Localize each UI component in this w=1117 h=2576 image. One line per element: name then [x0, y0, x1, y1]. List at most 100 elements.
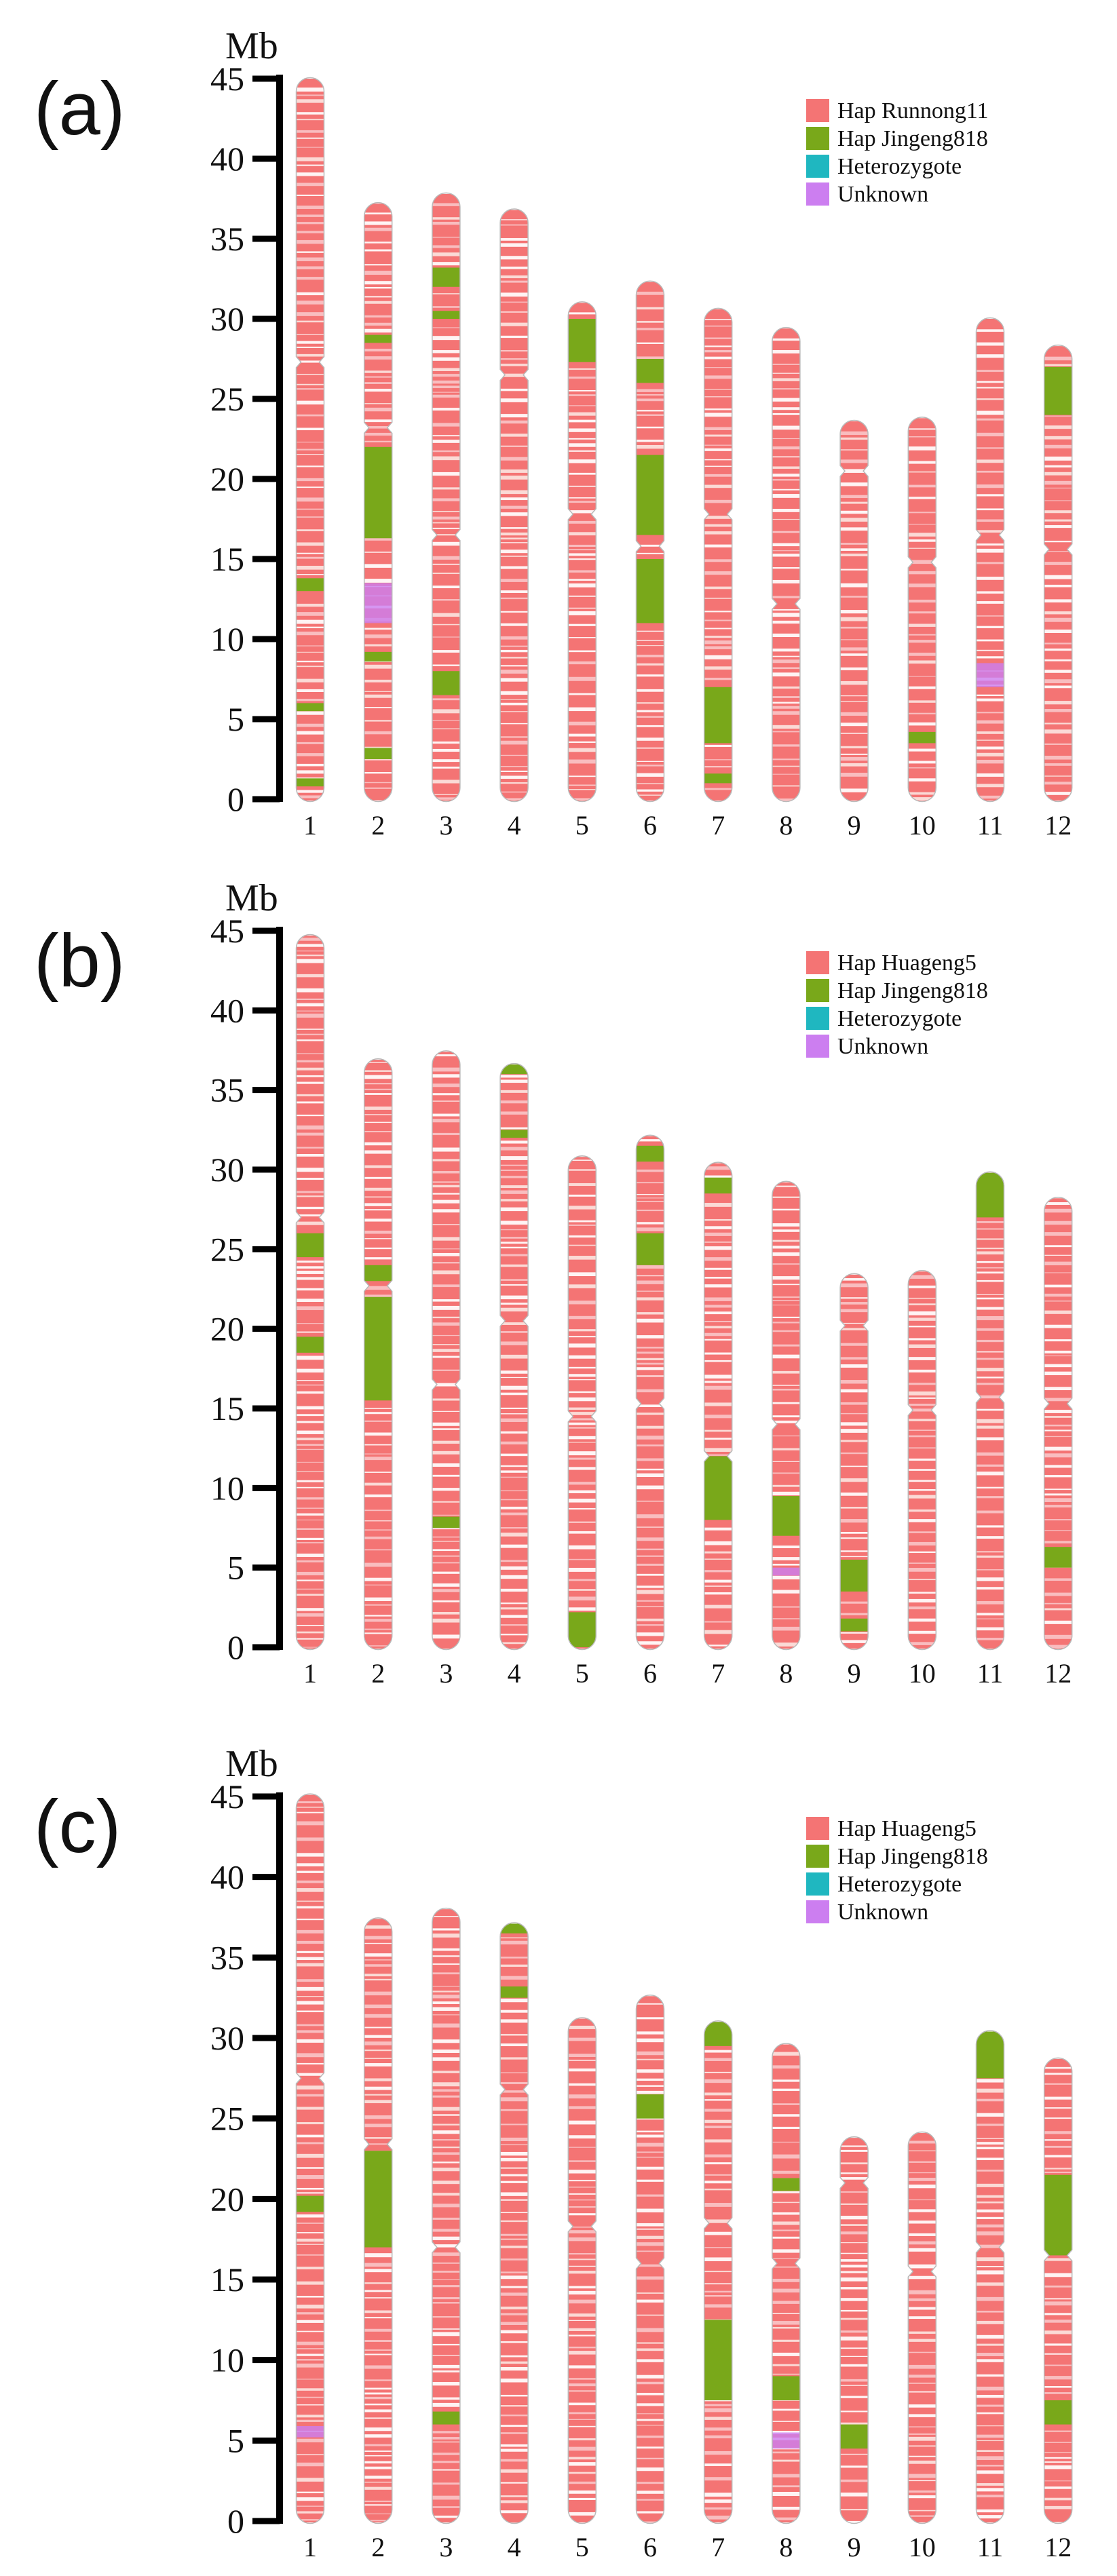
marker-stripe [364, 2269, 392, 2273]
marker-stripe [1044, 1530, 1072, 1531]
marker-stripe [772, 609, 800, 611]
marker-stripe [840, 2520, 869, 2524]
marker-stripe [840, 2356, 869, 2358]
marker-stripe [364, 2434, 392, 2438]
marker-stripe [296, 2254, 324, 2256]
marker-stripe [568, 1379, 597, 1381]
marker-stripe [1044, 425, 1072, 429]
marker-stripe [296, 257, 324, 262]
jingeng818-block [364, 446, 392, 539]
haplotype-block-base [432, 1909, 460, 2522]
marker-stripe [296, 2415, 324, 2418]
chromosome-label: 4 [508, 810, 521, 841]
marker-stripe [500, 765, 529, 767]
marker-stripe [704, 586, 732, 590]
chromosome-7: 7 [703, 1161, 733, 1689]
marker-stripe [636, 783, 664, 784]
marker-stripe [500, 740, 529, 745]
marker-stripe [840, 1328, 869, 1330]
marker-stripe [908, 1541, 936, 1546]
marker-stripe [296, 2363, 324, 2368]
marker-stripe [432, 2270, 460, 2273]
marker-stripe [908, 2199, 936, 2201]
marker-stripe [704, 1339, 732, 1341]
marker-stripe [364, 1209, 392, 1211]
marker-stripe [432, 1383, 460, 1387]
marker-stripe [772, 2212, 800, 2215]
marker-stripe [976, 1408, 1004, 1411]
marker-stripe [636, 2069, 664, 2073]
marker-stripe [840, 449, 869, 450]
marker-stripe [908, 560, 936, 564]
chromosome-label: 5 [575, 1658, 589, 1689]
marker-stripe [840, 1302, 869, 1305]
marker-stripe [568, 553, 597, 556]
marker-stripe [772, 1563, 800, 1566]
marker-stripe [432, 2023, 460, 2028]
marker-stripe [704, 531, 732, 535]
chromosome-outline [432, 1907, 461, 2524]
marker-stripe [568, 2402, 597, 2406]
marker-stripe [432, 306, 460, 308]
marker-stripe [840, 626, 869, 629]
marker-stripe [296, 666, 324, 668]
marker-stripe [568, 1422, 597, 1425]
marker-stripe [1044, 436, 1072, 440]
marker-stripe [772, 1545, 800, 1548]
marker-stripe [1044, 2258, 1072, 2261]
marker-stripe [704, 2203, 732, 2207]
marker-stripe [840, 763, 869, 767]
marker-stripe [500, 311, 529, 313]
chromosome-outline [567, 1155, 597, 1651]
marker-stripe [500, 2313, 529, 2315]
marker-stripe [296, 465, 324, 467]
marker-stripe [296, 137, 324, 139]
marker-stripe [1044, 1232, 1072, 1236]
marker-stripe [432, 2461, 460, 2463]
marker-stripe [296, 1929, 324, 1934]
marker-stripe [500, 2306, 529, 2310]
marker-stripe [296, 1029, 324, 1030]
marker-stripe [364, 2444, 392, 2446]
chromosome-outline [363, 1917, 393, 2524]
marker-stripe [364, 2417, 392, 2419]
marker-stripe [500, 457, 529, 461]
marker-stripe [908, 2331, 936, 2334]
legend-swatch [806, 1845, 829, 1868]
marker-stripe [976, 656, 1004, 659]
marker-stripe [364, 1632, 392, 1634]
marker-stripe [704, 1415, 732, 1419]
marker-stripe [772, 2170, 800, 2174]
marker-stripe [840, 583, 869, 588]
jingeng818-block [704, 773, 732, 784]
marker-stripe [1044, 2107, 1072, 2109]
y-tick-label: 5 [227, 1549, 244, 1587]
marker-stripe [840, 2162, 869, 2165]
marker-stripe [636, 1367, 664, 1370]
marker-stripe [568, 733, 597, 737]
chromosome-outline [432, 1050, 461, 1651]
marker-stripe [976, 601, 1004, 604]
marker-stripe [364, 1453, 392, 1455]
marker-stripe [1044, 1424, 1072, 1427]
marker-stripe [500, 2378, 529, 2383]
marker-stripe [772, 1557, 800, 1560]
marker-stripe [432, 563, 460, 565]
haplotype-block-base [1044, 1198, 1072, 1649]
marker-stripe [296, 1356, 324, 1360]
marker-stripe [364, 2392, 392, 2395]
marker-stripe [704, 1311, 732, 1315]
marker-stripe [500, 2220, 529, 2223]
marker-stripe [432, 1474, 460, 1477]
haplotype-block-base [500, 210, 529, 801]
marker-stripe [296, 231, 324, 233]
marker-stripe [500, 657, 529, 659]
marker-stripe [296, 651, 324, 653]
marker-stripe [568, 2106, 597, 2109]
marker-stripe [296, 2478, 324, 2482]
marker-stripe [432, 1159, 460, 1161]
marker-stripe [636, 2521, 664, 2523]
marker-stripe [636, 2130, 664, 2133]
marker-stripe [1044, 1350, 1072, 1353]
marker-stripe [1044, 1465, 1072, 1468]
